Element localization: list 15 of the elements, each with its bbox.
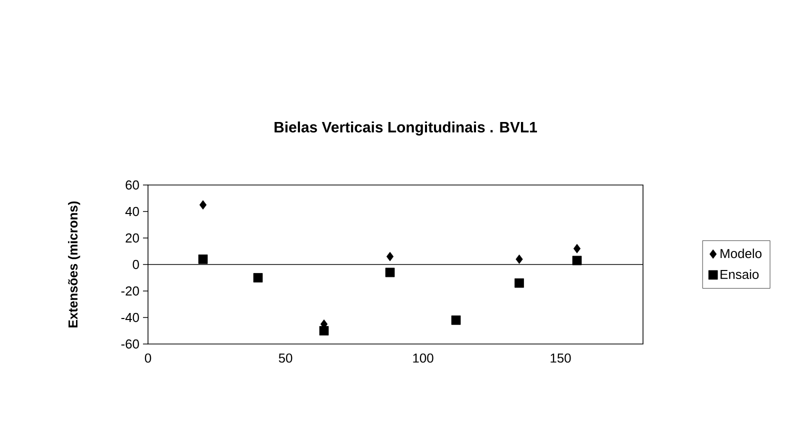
y-tick-label: -40	[121, 312, 139, 322]
y-tick-label: 20	[126, 233, 139, 243]
x-tick-label: 150	[550, 354, 571, 363]
y-tick-label: -20	[121, 286, 139, 296]
x-tick-label: 50	[278, 354, 292, 363]
y-axis-title: Extensões (microns)	[68, 201, 80, 328]
y-tick-label: -60	[121, 339, 139, 349]
x-tick-label: 0	[144, 354, 152, 363]
x-tick-label: 100	[413, 354, 434, 363]
legend-label: Modelo	[720, 248, 762, 258]
legend-label: Ensaio	[720, 269, 759, 279]
y-tick-label: 40	[125, 206, 139, 216]
chart-title: Bielas Verticais Longitudinais . BVL1	[274, 122, 537, 136]
y-tick-label: 60	[126, 180, 139, 190]
y-tick-label: 0	[132, 260, 139, 270]
